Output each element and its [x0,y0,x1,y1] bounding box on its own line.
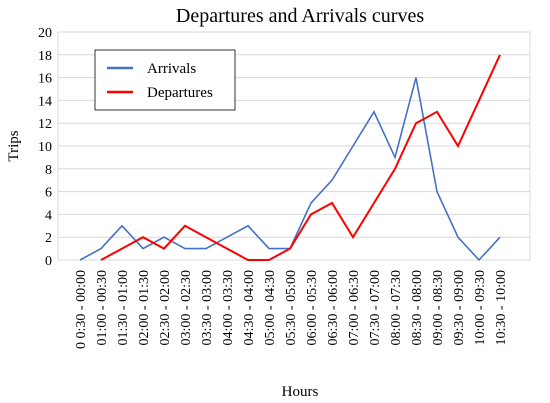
x-tick-label: 05:00 - 04:30 [263,270,278,345]
x-tick-label: 03:30 - 03:00 [200,270,215,345]
x-tick-label: 01:00 - 00:30 [95,270,110,345]
y-tick-label: 12 [38,117,52,132]
x-tick-label: 07:00 - 06:30 [347,270,362,345]
x-tick-label: 08:00 - 07:30 [389,270,404,345]
legend-label: Departures [147,85,213,101]
x-axis-title: Hours [282,384,319,400]
legend-label: Arrivals [147,61,196,77]
x-tick-label: 06:00 - 05:30 [305,270,320,345]
x-tick-label: 03:00 - 02:30 [179,270,194,345]
x-tick-label: 0 0:30 - 00:00 [74,270,89,349]
y-axis-title: Trips [6,130,22,161]
x-tick-label: 02:30 - 02:00 [158,270,173,345]
y-tick-label: 8 [45,163,52,178]
y-tick-label: 0 [45,254,52,269]
chart-title: Departures and Arrivals curves [176,5,424,27]
x-tick-label: 06:30 - 06:00 [326,270,341,345]
y-tick-label: 6 [45,186,52,201]
y-tick-label: 20 [38,26,52,41]
x-tick-label: 09:00 - 08:30 [431,270,446,345]
x-tick-label: 05:30 - 05:00 [284,270,299,345]
x-tick-label: 08:30 - 08:00 [410,270,425,345]
x-tick-label: 04:30 - 04:00 [242,270,257,345]
x-tick-label: 04:00 - 03:30 [221,270,236,345]
line-series [100,54,501,261]
y-tick-label: 10 [38,140,52,155]
y-tick-label: 14 [38,94,52,109]
y-tick-label: 18 [38,49,52,64]
x-tick-label: 01:30 - 01:00 [116,270,131,345]
x-tick-label: 10:30 - 10:00 [494,270,509,345]
y-tick-label: 16 [38,72,52,87]
x-tick-label: 10:00 - 09:30 [473,270,488,345]
x-tick-label: 02:00 - 01:30 [137,270,152,345]
legend-box [94,49,236,111]
x-tick-label: 09:30 - 09:00 [452,270,467,345]
y-tick-label: 2 [45,231,52,246]
y-tick-label: 4 [45,208,52,223]
x-tick-label: 07:30 - 07:00 [368,270,383,345]
